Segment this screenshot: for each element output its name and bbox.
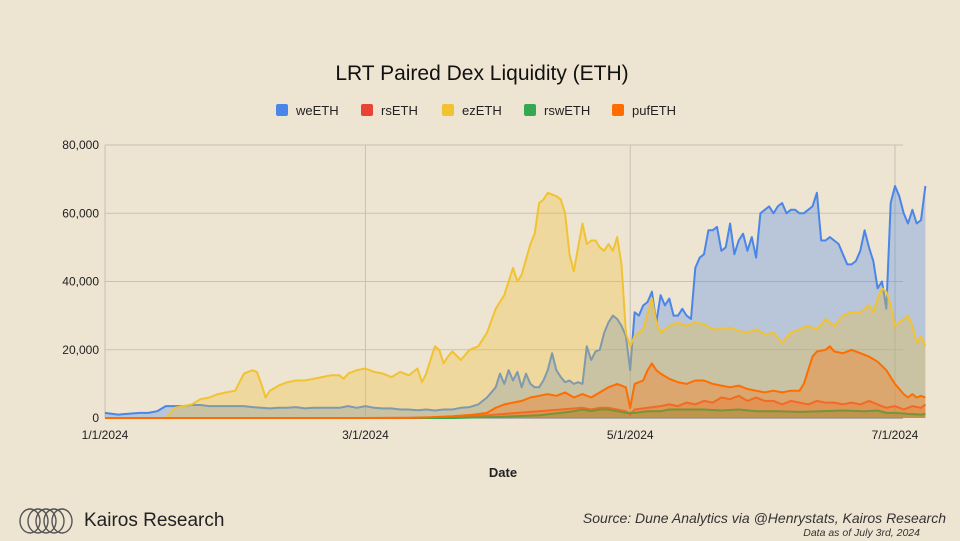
chart-series-areas [104,185,927,419]
y-tick-label: 40,000 [62,275,99,289]
series-line-weeth [104,185,927,416]
legend-label-ezeth: ezETH [462,103,502,118]
y-tick-label: 60,000 [62,206,99,220]
x-tick-label: 1/1/2024 [82,428,129,442]
source-text: Source: Dune Analytics via @Henrystats, … [582,510,946,526]
series-line-rseth [105,394,927,419]
legend-swatch-rsweth [524,104,536,116]
legend-swatch-rseth [361,104,373,116]
brand-name: Kairos Research [84,510,225,531]
series-area-rsweth [105,409,926,418]
chart-legend: weETH rsETH ezETH rswETH pufETH [276,103,676,118]
source-note: Source: Dune Analytics via @Henrystats, … [583,511,946,541]
x-axis-title: Date [489,465,517,480]
series-area-weeth [105,186,926,418]
kairos-rings-logo-icon [19,508,73,534]
y-tick-label: 20,000 [62,343,99,357]
legend-swatch-pufeth [612,104,624,116]
chart-axes: 0 20,000 40,000 60,000 80,000 1/1/2024 3/1/202… [62,138,918,442]
x-tick-label: 5/1/2024 [607,428,654,442]
series-line-pufeth [105,345,926,419]
legend-label-weeth: weETH [295,103,339,118]
series-area-ezeth [105,192,926,418]
x-tick-label: 3/1/2024 [342,428,389,442]
legend-swatch-ezeth [442,104,454,116]
data-as-of: Data as of July 3rd, 2024 [803,527,920,539]
x-tick-label: 7/1/2024 [872,428,919,442]
y-tick-label: 0 [92,411,99,425]
series-line-ezeth [105,191,927,419]
legend-label-rseth: rsETH [381,103,418,118]
chart-title: LRT Paired Dex Liquidity (ETH) [335,62,628,85]
series-line-rsweth [105,408,926,419]
y-tick-label: 80,000 [62,138,99,152]
legend-swatch-weeth [276,104,288,116]
chart-gridlines [104,144,903,419]
series-area-rseth [105,395,926,418]
series-area-pufeth [105,346,926,418]
legend-label-rsweth: rswETH [544,103,590,118]
brand: Kairos Research [18,506,224,536]
legend-label-pufeth: pufETH [632,103,676,118]
